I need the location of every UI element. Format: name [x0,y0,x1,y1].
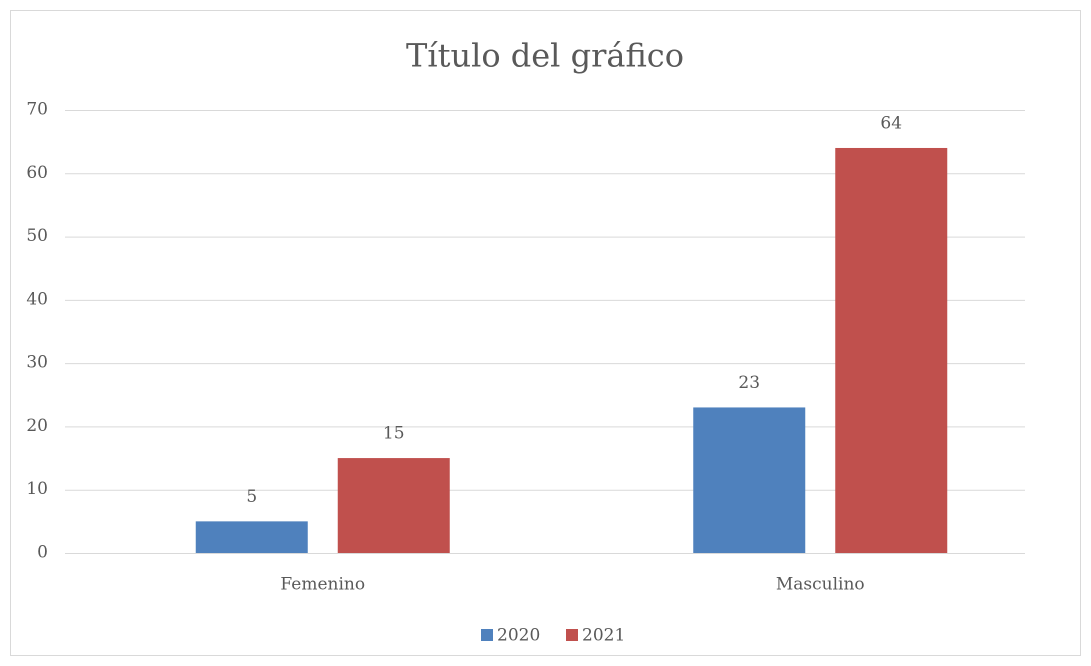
chart-title: Título del gráfico [406,37,684,75]
legend-label: 2021 [582,626,625,646]
bar [195,521,308,553]
y-tick-label: 0 [37,543,48,563]
x-tick-label: Femenino [280,575,365,595]
legend-swatch [566,629,578,641]
y-tick-label: 40 [26,289,48,309]
y-tick-label: 70 [26,100,48,120]
data-label: 23 [738,373,760,393]
bar [693,407,806,553]
y-tick-label: 30 [26,353,48,373]
data-label: 64 [880,113,902,133]
y-tick-label: 50 [26,226,48,246]
bar [835,147,948,553]
y-tick-label: 10 [26,479,48,499]
x-tick-label: Masculino [776,575,865,595]
y-tick-label: 20 [26,416,48,436]
bar [337,458,450,553]
legend-swatch [481,629,493,641]
legend-label: 2020 [497,626,540,646]
data-label: 15 [383,424,405,444]
data-label: 5 [246,487,257,507]
y-tick-label: 60 [26,163,48,183]
